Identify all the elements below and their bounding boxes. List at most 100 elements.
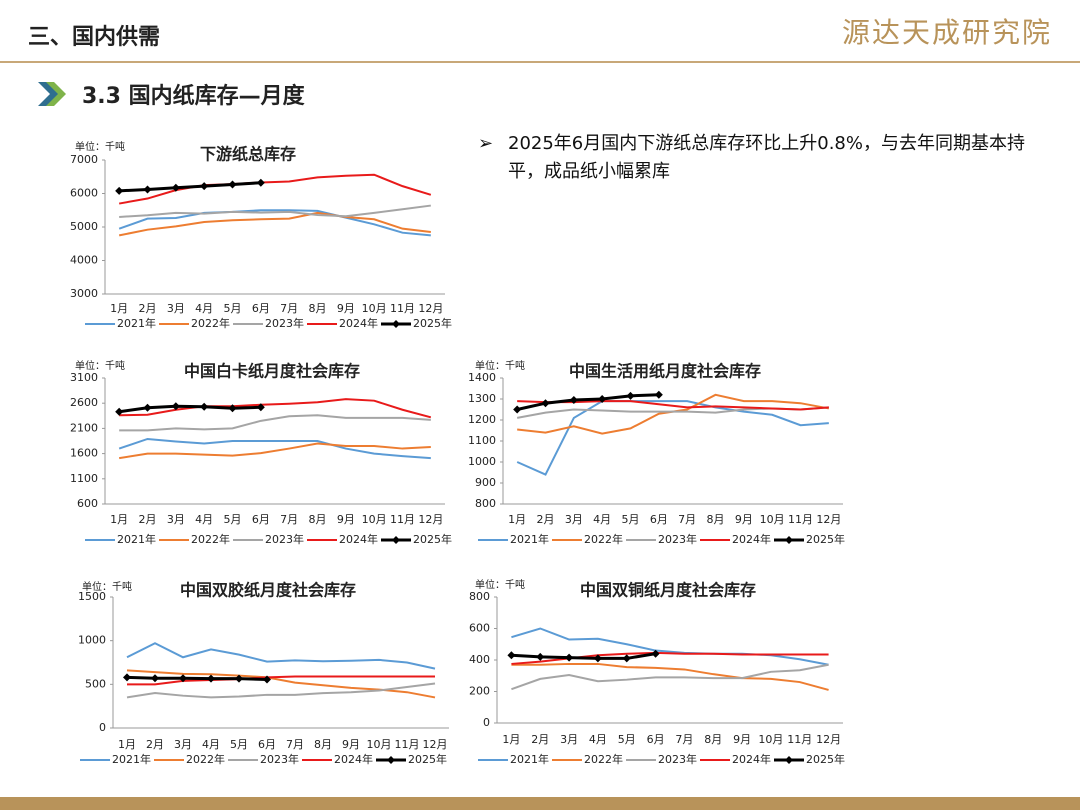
series-line [126,675,268,682]
series-line [119,398,432,419]
x-tick-label: 1月 [110,513,128,526]
chart-title: 中国双胶纸月度社会库存 [180,581,356,600]
x-tick-label: 4月 [195,302,213,315]
series-line [511,627,829,666]
series-marker [569,396,578,405]
x-tick-label: 12月 [418,513,443,526]
legend-marker [392,320,400,328]
x-tick-label: 9月 [342,738,360,751]
series-marker [256,178,265,187]
x-tick-label: 7月 [280,513,298,526]
series-line [511,663,829,691]
series-marker [263,675,271,684]
x-tick-label: 6月 [252,513,270,526]
legend-label: 2024年 [339,532,378,546]
series-line [119,414,431,432]
series-marker [171,402,180,411]
x-tick-label: 12月 [816,733,841,746]
series-line [516,393,659,411]
x-tick-label: 3月 [565,513,583,526]
series-line [119,442,431,460]
x-tick-label: 3月 [167,302,185,315]
x-tick-label: 4月 [202,738,220,751]
x-tick-label: 10月 [367,738,392,751]
series-marker [651,649,660,658]
x-tick-label: 3月 [167,513,185,526]
legend-marker [785,536,793,544]
series-marker [256,403,265,412]
chart-title: 中国双铜纸月度社会库存 [580,581,756,600]
legend-label: 2025年 [806,752,845,766]
series-marker [541,399,550,408]
x-tick-label: 9月 [337,513,355,526]
y-tick-label: 1500 [78,590,106,603]
series-marker [622,654,631,663]
legend-label: 2022年 [191,316,230,330]
x-tick-label: 3月 [174,738,192,751]
x-tick-label: 8月 [704,733,722,746]
series-line [118,404,261,414]
legend-label: 2022年 [191,532,230,546]
y-tick-label: 1600 [70,447,98,460]
series-marker [598,395,607,403]
y-tick-label: 1100 [70,472,98,485]
x-tick-label: 1月 [502,733,520,746]
unit-label: 单位：千吨 [75,359,125,372]
x-tick-label: 2月 [531,733,549,746]
x-tick-label: 5月 [622,513,640,526]
x-tick-label: 11月 [787,733,812,746]
x-tick-label: 10月 [760,513,785,526]
x-tick-label: 11月 [788,513,813,526]
legend-label: 2024年 [732,532,771,546]
section-title: 3.3 国内纸库存—月度 [82,83,306,109]
series-line [127,675,435,686]
bullet-icon: ➢ [478,133,494,154]
x-tick-label: 9月 [735,513,753,526]
y-tick-label: 4000 [70,254,98,267]
y-tick-label: 6000 [70,187,98,200]
legend-marker [387,756,395,764]
x-tick-label: 6月 [650,513,668,526]
legend-label: 2023年 [265,532,304,546]
x-tick-label: 8月 [314,738,332,751]
chart-title: 中国生活用纸月度社会库存 [569,362,761,381]
y-tick-label: 600 [77,497,98,510]
legend-marker [785,756,793,764]
x-tick-label: 12月 [418,302,443,315]
x-tick-label: 2月 [139,513,157,526]
y-tick-label: 600 [469,622,490,635]
header-title: 三、国内供需 [28,24,160,50]
y-tick-label: 1000 [78,634,106,647]
y-tick-label: 400 [469,653,490,666]
x-tick-label: 5月 [618,733,636,746]
y-tick-label: 2100 [70,421,98,434]
series-marker [513,405,522,414]
series-marker [115,186,124,195]
series-marker [593,654,602,663]
legend-label: 2021年 [510,532,549,546]
x-tick-label: 5月 [224,513,242,526]
unit-label: 单位：千吨 [75,140,125,153]
series-marker [143,403,152,412]
y-tick-label: 800 [475,497,496,510]
series-marker [507,651,516,660]
bullet: ➢ 2025年6月国内下游纸总库存环比上升0.8%，与去年同期基本持平，成品纸小幅… [478,130,1038,186]
legend-label: 2025年 [408,752,447,766]
legend-label: 2025年 [806,532,845,546]
series-marker [228,404,237,413]
x-tick-label: 3月 [560,733,578,746]
series-line [126,669,436,699]
x-tick-label: 2月 [537,513,555,526]
x-tick-label: 4月 [195,513,213,526]
series-line [119,204,431,218]
legend-label: 2022年 [186,752,225,766]
series-line [517,400,829,411]
series-line [511,652,656,660]
x-tick-label: 7月 [280,302,298,315]
series-line [126,642,436,670]
series-marker [143,185,152,194]
chart-title: 中国白卡纸月度社会库存 [184,362,360,381]
y-tick-label: 200 [469,685,490,698]
y-tick-label: 900 [475,476,496,489]
